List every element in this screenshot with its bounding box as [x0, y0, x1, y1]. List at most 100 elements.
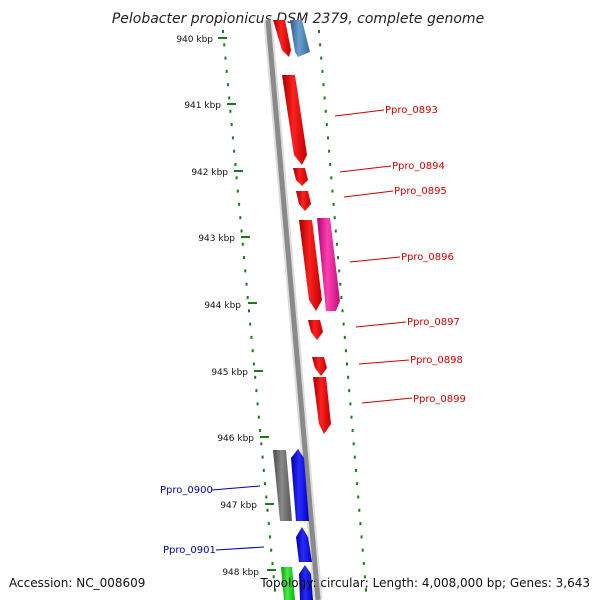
gene-arrow-Ppro_0901-blue[interactable]: [296, 527, 312, 562]
gene-label-Ppro_0897[interactable]: Ppro_0897: [407, 317, 460, 328]
gene-label-Ppro_0893[interactable]: Ppro_0893: [385, 105, 438, 116]
left-track-dot: [229, 109, 232, 113]
right-track-dot: [340, 296, 343, 299]
right-track-dot: [328, 149, 331, 153]
leader-Ppro_0895: [343, 190, 394, 198]
right-track-dot: [346, 362, 348, 366]
left-track-dot: [271, 562, 274, 565]
right-track-dot: [347, 375, 350, 379]
left-track-dot: [241, 242, 244, 246]
right-track-dot: [342, 322, 345, 326]
leader-Ppro_0899: [361, 397, 413, 404]
gene-arrow-Ppro_0900-blue[interactable]: [291, 449, 309, 521]
left-track-dot: [226, 83, 229, 87]
left-track-dot: [223, 43, 226, 47]
left-track-dot: [228, 96, 231, 100]
tick-mark-947: [265, 503, 274, 505]
left-track-dot: [245, 282, 248, 286]
topology-text: Topology: circular; Length: 4,008,000 bp…: [259, 576, 590, 590]
right-track-dot: [321, 69, 324, 73]
right-track-dot: [322, 83, 325, 87]
gene-arrow-partial-steel[interactable]: [290, 20, 310, 57]
left-track-dot: [222, 30, 224, 33]
gene-label-Ppro_0898[interactable]: Ppro_0898: [410, 355, 463, 366]
left-track-dot: [230, 123, 233, 127]
tick-mark-948: [267, 569, 276, 571]
left-track-dot: [243, 256, 245, 260]
tick-label-941: 941 kbp: [184, 101, 221, 111]
gene-arrow-partial-red[interactable]: [273, 20, 291, 57]
left-track-dot: [257, 415, 260, 419]
leader-Ppro_0893: [334, 109, 385, 117]
right-track-dot: [352, 442, 355, 446]
leader-Ppro_0897: [355, 321, 407, 328]
right-track-dot: [360, 535, 363, 539]
left-dotted-track: [222, 30, 276, 592]
left-track-dot: [240, 229, 243, 233]
right-track-dot: [329, 163, 332, 166]
right-track-dot: [363, 575, 366, 579]
left-track-dot: [262, 468, 265, 472]
tick-mark-944: [248, 302, 257, 304]
right-track-dot: [349, 402, 352, 406]
gene-arrow-partial-blue[interactable]: [299, 565, 313, 600]
leader-Ppro_0894: [339, 165, 392, 173]
right-track-dot: [331, 189, 334, 193]
tick-label-943: 943 kbp: [198, 234, 235, 244]
right-track-dot: [318, 30, 320, 33]
right-track-dot: [355, 468, 357, 472]
tick-label-945: 945 kbp: [211, 368, 248, 378]
tick-mark-946: [260, 436, 269, 438]
left-track-dot: [251, 349, 254, 353]
tick-mark-943: [241, 236, 250, 238]
gene-arrow-Ppro_0894[interactable]: [293, 168, 308, 186]
gene-arrow-Ppro_0900-gray[interactable]: [273, 450, 292, 521]
gene-arrow-Ppro_0896-magenta[interactable]: [317, 218, 340, 311]
left-track-dot: [231, 136, 234, 140]
right-track-dot: [351, 429, 354, 432]
accession-text: Accession: NC_008609: [9, 576, 145, 590]
tick-label-942: 942 kbp: [191, 168, 228, 178]
gene-arrow-Ppro_0893[interactable]: [282, 75, 307, 165]
right-track-dot: [335, 242, 338, 246]
gene-label-Ppro_0899[interactable]: Ppro_0899: [413, 394, 466, 405]
right-track-dot: [350, 415, 353, 419]
right-track-dot: [333, 216, 336, 220]
left-track-dot: [235, 176, 238, 180]
scale-ticks: 940 kbp 941 kbp 942 kbp 943 kbp 944 kbp …: [176, 35, 276, 578]
right-track-dot: [323, 96, 326, 100]
gene-arrow-Ppro_0899[interactable]: [313, 377, 331, 434]
left-track-dot: [273, 588, 276, 592]
left-track-dot: [246, 296, 249, 299]
gene-arrow-Ppro_0897[interactable]: [308, 320, 323, 340]
gene-arrow-Ppro_0896-red[interactable]: [299, 220, 322, 311]
gene-track: [273, 20, 340, 600]
label-leaders: [211, 109, 413, 551]
gene-arrow-Ppro_0898[interactable]: [312, 357, 327, 376]
gene-label-Ppro_0896[interactable]: Ppro_0896: [401, 252, 454, 263]
gene-label-Ppro_0901[interactable]: Ppro_0901: [163, 545, 216, 556]
left-track-dot: [236, 189, 239, 193]
left-track-dot: [244, 269, 247, 273]
gene-arrow-partial-green[interactable]: [281, 567, 295, 600]
left-track-dot: [233, 149, 236, 153]
right-track-dot: [334, 229, 337, 233]
left-track-dot: [224, 56, 227, 60]
left-track-dot: [266, 508, 269, 512]
gene-label-Ppro_0894[interactable]: Ppro_0894: [392, 161, 445, 172]
tick-mark-942: [234, 170, 243, 172]
gene-label-Ppro_0895[interactable]: Ppro_0895: [394, 186, 447, 197]
left-track-dot: [250, 335, 253, 339]
tick-label-948: 948 kbp: [222, 568, 259, 578]
right-track-dot: [365, 588, 367, 592]
leader-Ppro_0901: [215, 546, 265, 551]
right-track-dot: [320, 56, 323, 60]
tick-label-944: 944 kbp: [204, 301, 241, 311]
right-track-dot: [338, 269, 341, 273]
gene-label-Ppro_0900[interactable]: Ppro_0900: [160, 485, 213, 496]
gene-arrow-Ppro_0895[interactable]: [296, 191, 311, 211]
left-track-dot: [265, 495, 268, 499]
tick-label-946: 946 kbp: [217, 434, 254, 444]
tick-mark-940: [218, 37, 227, 39]
